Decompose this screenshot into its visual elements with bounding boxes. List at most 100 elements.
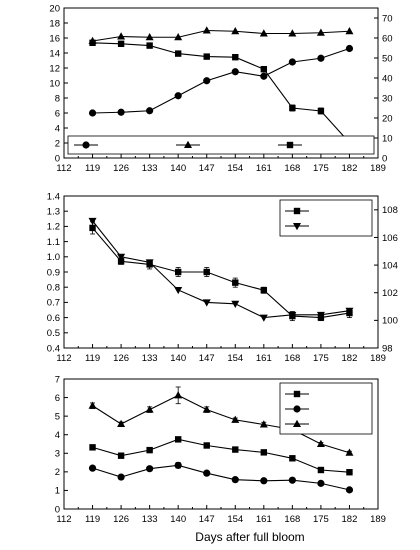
legend-marker [82, 141, 90, 149]
legend [279, 382, 373, 435]
x-tick-label: 189 [370, 353, 386, 364]
data-point [88, 217, 97, 226]
panel-a: 112 119 126 133 140 147 154 161 168 175 182 1890246… [49, 3, 392, 174]
data-point [174, 286, 183, 295]
data-point [259, 29, 268, 37]
series-line [92, 220, 350, 319]
y2-tick-label: 70 [382, 13, 393, 24]
y-tick-label: 1.1 [47, 237, 60, 248]
panel-b: 112 119 126 133 140 147 154 161 168 175 182 189 0.4 0… [47, 191, 398, 364]
y2-tick-label: 60 [382, 33, 393, 44]
series-chl-a [89, 436, 353, 476]
data-point [174, 268, 182, 276]
data-point [231, 27, 240, 35]
data-point [174, 92, 182, 100]
x-tick-label: 140 [170, 514, 186, 525]
y-tick-label: 0.8 [47, 283, 60, 294]
legend-marker [184, 140, 192, 148]
legend-box [67, 135, 375, 155]
data-point [345, 27, 354, 35]
data-point [117, 258, 125, 265]
y-tick-label: 2 [55, 138, 60, 149]
series-iad [89, 221, 353, 322]
data-point [316, 439, 325, 447]
data-point [145, 259, 154, 267]
y-tick-label: 1.0 [47, 252, 60, 263]
series-line [92, 42, 350, 143]
y-tick-label: 0.5 [47, 328, 60, 339]
data-point [232, 279, 239, 286]
series-line [92, 227, 350, 319]
data-point [232, 54, 239, 61]
x-tick-label: 182 [342, 353, 358, 364]
y-tick-label: 0 [55, 153, 60, 164]
x-tick-label: 168 [284, 163, 300, 174]
legend-marker [293, 207, 301, 215]
y-tick-label: 1 [55, 486, 60, 497]
y2-tick-label: 40 [382, 73, 393, 84]
x-tick-label: 161 [256, 163, 272, 174]
data-point [288, 476, 296, 484]
x-tick-label: 189 [370, 514, 386, 525]
data-point [146, 465, 154, 473]
y-tick-label: 8 [55, 93, 60, 104]
y2-tick-label: 20 [382, 113, 393, 124]
y-tick-label: 4 [55, 430, 60, 441]
x-tick-label: 175 [313, 353, 329, 364]
y-tick-label: 5 [55, 411, 60, 422]
series-flesh-color [88, 217, 354, 322]
data-point [260, 287, 268, 294]
data-point [288, 58, 296, 66]
data-point [174, 461, 182, 469]
data-point [345, 448, 354, 456]
data-point [202, 405, 211, 413]
y-tick-label: 0.9 [47, 267, 60, 278]
data-point [117, 419, 126, 427]
data-point [145, 33, 154, 41]
data-point [345, 44, 354, 53]
x-tick-label: 182 [342, 514, 358, 525]
data-point [203, 469, 211, 477]
x-tick-label: 168 [284, 514, 300, 525]
series-dry-matter [88, 26, 354, 44]
y2-tick-label: 98 [382, 343, 393, 354]
data-point [174, 33, 183, 41]
data-point [259, 314, 268, 322]
data-point [146, 42, 153, 49]
data-point [317, 466, 325, 474]
data-point [231, 476, 239, 484]
x-tick-label: 126 [113, 353, 129, 364]
x-tick-label: 112 [56, 353, 71, 364]
y-tick-label: 12 [49, 63, 60, 74]
y2-tick-label: 102 [382, 288, 398, 299]
y-tick-label: 1.3 [47, 207, 60, 218]
data-point [316, 28, 325, 36]
data-point [88, 109, 97, 117]
series-chl-b [88, 461, 354, 494]
x-tick-label: 189 [370, 163, 386, 174]
x-tick-label: 119 [85, 514, 100, 525]
y-tick-label: 0.6 [47, 313, 60, 324]
data-point [288, 29, 297, 37]
data-point [203, 442, 210, 449]
legend [279, 199, 373, 237]
x-tick-label: 119 [85, 163, 100, 174]
panel-c: 112 119 126 133 140 147 154 161 168 175 182 189 0 1 2 3… [55, 374, 386, 525]
x-tick-label: 119 [85, 353, 100, 364]
data-point [317, 479, 325, 487]
data-point [316, 311, 325, 320]
x-tick-label: 140 [170, 163, 186, 174]
data-point [345, 307, 354, 315]
y-tick-label: 20 [49, 3, 60, 14]
y2-tick-label: 100 [382, 316, 398, 327]
x-tick-label: 168 [284, 353, 300, 364]
y2-tick-label: 0 [382, 153, 387, 164]
series-line [92, 29, 350, 42]
y-tick-label: 0.4 [47, 343, 60, 354]
x-tick-label: 133 [142, 163, 158, 174]
y-tick-label: 1.4 [47, 191, 60, 202]
y-tick-label: 6 [55, 108, 60, 119]
data-point [260, 72, 268, 80]
data-point [203, 53, 210, 60]
data-point [289, 455, 296, 462]
